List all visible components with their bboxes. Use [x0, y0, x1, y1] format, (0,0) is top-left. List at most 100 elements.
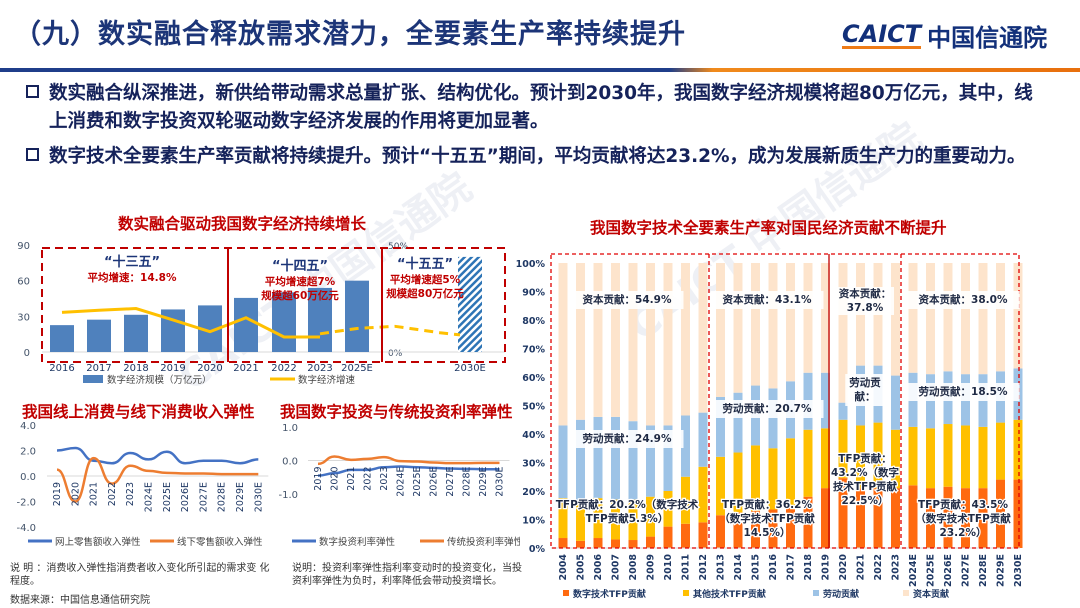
y-tick-label: 50% [522, 402, 545, 413]
series-line [56, 446, 259, 465]
x-tick-label: 2004 [558, 554, 569, 581]
x-tick-label: 2020 [330, 467, 341, 491]
y-tick-label: 20% [522, 487, 545, 498]
stacked-bar-segment [576, 263, 585, 420]
stacked-bar-segment [1013, 479, 1023, 548]
legend-label: 数字经济增速 [298, 374, 356, 386]
stacked-bar-segment [978, 263, 988, 375]
bar [50, 325, 74, 352]
legend-swatch-bar [83, 375, 103, 383]
contribution-label-capital-2020-2023: 资本贡献：37.8% [836, 287, 894, 315]
x-tick-label: 2027E [198, 482, 209, 512]
stacked-bar-segment [646, 536, 655, 548]
stacked-bar-segment [943, 486, 953, 548]
stacked-bar-segment [768, 448, 778, 510]
contribution-label: 22.5%） [842, 494, 889, 507]
contribution-label: 14.5%） [744, 526, 791, 539]
y-right-tick-label: 0% [388, 349, 403, 359]
x-tick-label: 2008 [628, 554, 639, 581]
legend-label: 资本贡献 [913, 588, 949, 600]
stacked-bar-segment [856, 488, 865, 548]
x-tick-label: 2020 [197, 363, 222, 374]
investment-elasticity-chart: 1.0 0.0 -1.0 2019 2020 2021 2022 2023 2024E 2025E… [278, 423, 520, 548]
x-tick-label: 2019 [52, 482, 63, 506]
x-tick-label: 2019 [160, 363, 185, 374]
x-tick-label: 2027E [445, 467, 456, 497]
contribution-label: 劳动贡献：18.5% [919, 385, 1008, 398]
y-tick-label: -2.0 [16, 498, 36, 509]
y-tick-label: 90 [17, 241, 30, 252]
stacked-bar-segment [838, 402, 848, 420]
stacked-bar-segment [891, 429, 900, 489]
x-tick-label: 2021 [89, 482, 100, 506]
stacked-bar-segment [838, 263, 848, 403]
stacked-bar-segment [873, 488, 883, 548]
period-label: “十五五” [397, 256, 453, 272]
x-tick-label: 2027E [961, 554, 972, 587]
x-tick-label: 2022 [363, 467, 374, 491]
y-tick-label: 2.0 [20, 447, 36, 458]
stacked-bar-segment [593, 263, 603, 417]
x-tick-label: 2026E [180, 482, 191, 512]
x-tick-label: 2025E [412, 467, 423, 497]
x-tick-label: 2019 [821, 554, 832, 580]
contribution-label: 资本贡献：38.0% [919, 293, 1008, 306]
stacked-bar-segment [768, 388, 778, 449]
period-annotation: 平均增速：14.8% [88, 271, 177, 284]
bar [87, 319, 111, 352]
y-tick-label: 90% [522, 288, 545, 299]
x-tick-label: 2019 [313, 467, 324, 491]
period-label: “十四五” [272, 258, 328, 274]
stacked-bar-segment [996, 479, 1005, 548]
stacked-bar-segment [856, 425, 865, 489]
legend-label: 网上零售额收入弹性 [55, 536, 141, 548]
x-tick-label: 2029E [996, 554, 1007, 587]
x-tick-label: 2026E [943, 554, 954, 587]
y-tick-label: -4.0 [16, 523, 36, 534]
series-line [317, 465, 500, 477]
growth-line-projected [319, 324, 461, 337]
stacked-bar-segment [891, 488, 900, 548]
contribution-label: TFP贡献：43.5% [918, 498, 1008, 511]
stacked-bar-segment [1013, 263, 1023, 369]
x-tick-label: 2020 [70, 482, 81, 506]
series-line [317, 455, 500, 466]
x-tick-label: 2006 [593, 554, 604, 581]
label-box [906, 383, 1020, 401]
period-annotation: 规模超80万亿元 [386, 287, 464, 300]
stacked-bar-segment [593, 416, 603, 499]
x-tick-label: 2023 [125, 482, 136, 506]
stacked-bar-segment [716, 456, 725, 516]
bar [234, 297, 258, 352]
stacked-bar-segment [698, 412, 708, 467]
x-tick-label: 2029E [478, 467, 489, 497]
bar [345, 280, 369, 352]
x-tick-label: 2028E [462, 467, 473, 497]
stacked-bar-segment [908, 263, 918, 373]
contribution-label: TFP贡献5.3%） [586, 512, 669, 525]
data-source: 数据来源：中国信息通信研究院 [10, 595, 150, 606]
chart-title-investment: 我国数字投资与传统投资利率弹性 [280, 403, 513, 421]
contribution-label: TFP贡献：20.2%（数字技术 [556, 498, 699, 511]
chart-title-tfp: 我国数字技术全要素生产率对国民经济贡献不断提升 [590, 219, 947, 237]
x-tick-label: 2030E [1013, 554, 1024, 587]
stacked-bar-segment [681, 476, 690, 524]
legend-swatch [563, 590, 569, 596]
x-tick-label: 2005 [576, 554, 587, 580]
stacked-bar-segment [698, 522, 708, 548]
period-annotation: 平均增速超5% [390, 273, 461, 286]
stacked-bar-segment [576, 419, 585, 503]
y-tick-label: 30% [522, 459, 545, 470]
legend-label: 劳动贡献 [823, 588, 859, 600]
stacked-bar-segment [716, 515, 725, 548]
stacked-bar-segment [646, 263, 655, 426]
stacked-bar-segment [978, 488, 988, 548]
contribution-label: 技术TFP贡献 [833, 480, 898, 493]
x-tick-label: 2020 [838, 554, 849, 581]
stacked-bar-segment [803, 496, 813, 548]
y-tick-label: 0% [529, 544, 546, 555]
legend-label: 线下零售额收入弹性 [177, 536, 263, 548]
stacked-bar-segment [873, 422, 883, 489]
x-tick-label: 2018 [803, 554, 814, 581]
